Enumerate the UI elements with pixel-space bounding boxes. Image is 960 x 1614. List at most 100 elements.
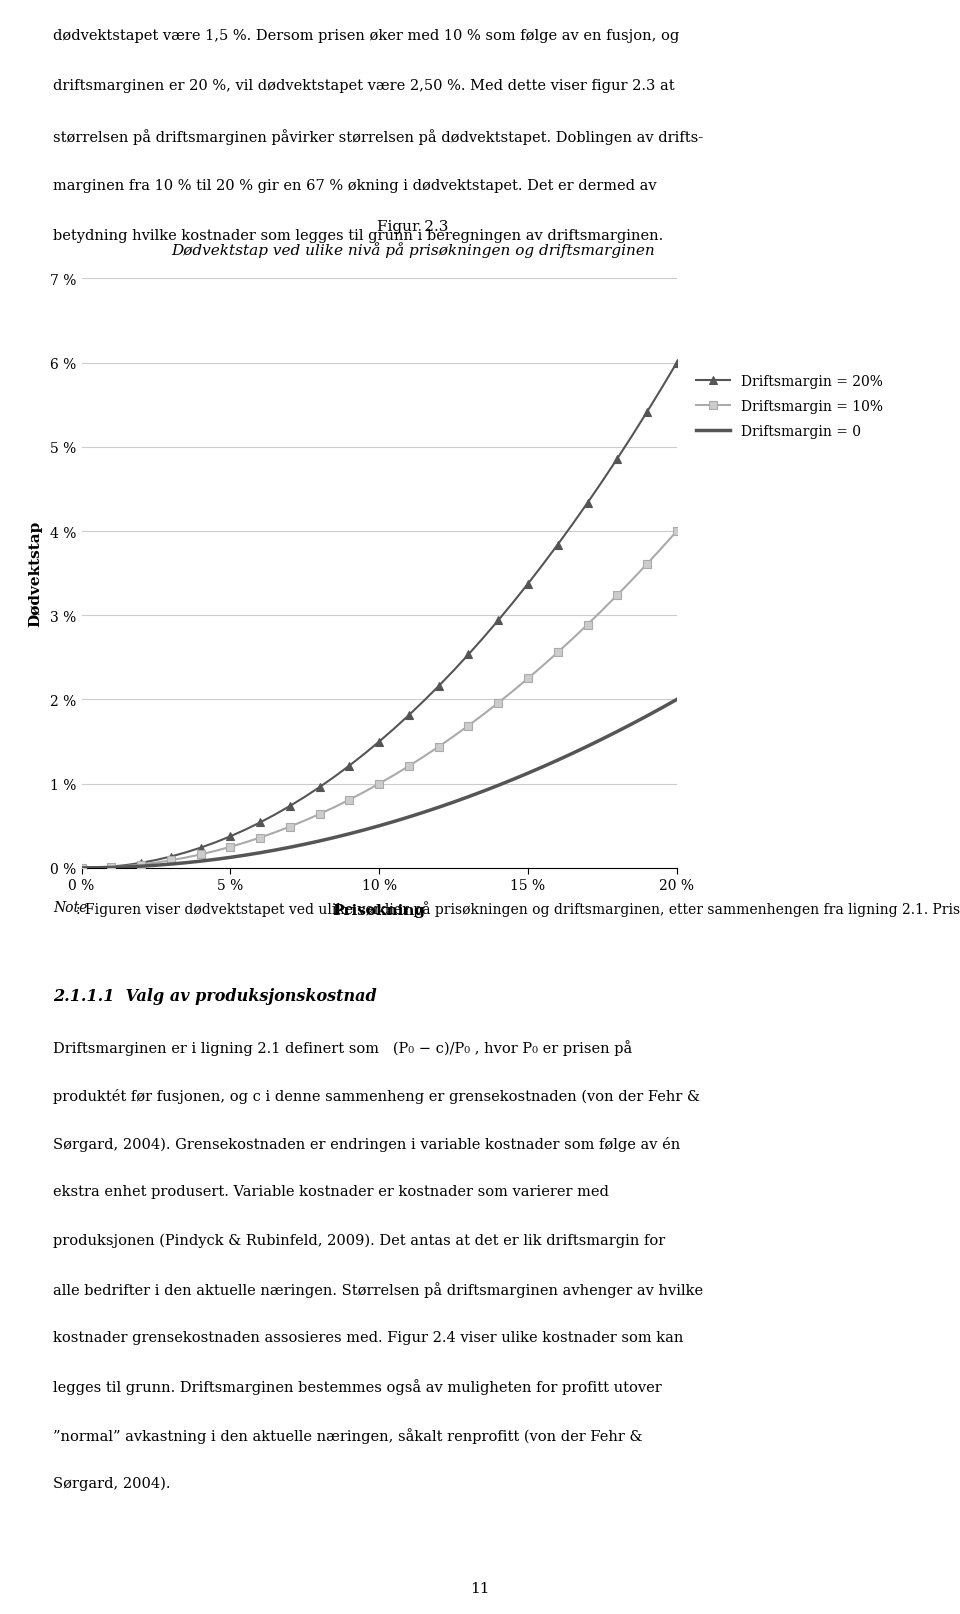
Driftsmargin = 0 (478, 781, 490, 801)
Legend: Driftsmargin = 20%, Driftsmargin = 10%, Driftsmargin = 0: Driftsmargin = 20%, Driftsmargin = 10%, … (696, 374, 883, 439)
Driftsmargin = 10% (492, 694, 504, 713)
Text: Note: Note (53, 901, 87, 915)
Driftsmargin = 10% (418, 747, 429, 767)
Driftsmargin = 10% (344, 791, 355, 810)
Driftsmargin = 10% (566, 629, 578, 649)
Driftsmargin = 20% (239, 820, 251, 839)
Text: ”normal” avkastning i den aktuelle næringen, såkalt renprofitt (von der Fehr &: ”normal” avkastning i den aktuelle nærin… (53, 1427, 642, 1443)
Driftsmargin = 20% (463, 646, 474, 665)
Text: dødvektstapet være 1,5 %. Dersom prisen øker med 10 % som følge av en fusjon, og: dødvektstapet være 1,5 %. Dersom prisen … (53, 29, 679, 44)
Driftsmargin = 0 (373, 817, 385, 836)
Text: driftsmarginen er 20 %, vil dødvektstapet være 2,50 %. Med dette viser figur 2.3: driftsmarginen er 20 %, vil dødvektstape… (53, 79, 675, 94)
Driftsmargin = 0 (76, 859, 87, 878)
Driftsmargin = 0 (269, 841, 280, 860)
Driftsmargin = 10% (314, 805, 325, 825)
Text: 11: 11 (470, 1580, 490, 1595)
Driftsmargin = 0 (165, 855, 177, 875)
Driftsmargin = 20% (671, 353, 683, 373)
Driftsmargin = 0 (507, 770, 518, 789)
Driftsmargin = 20% (537, 555, 548, 575)
Driftsmargin = 20% (522, 575, 534, 594)
Driftsmargin = 0 (106, 859, 117, 878)
Driftsmargin = 0 (90, 859, 103, 878)
Driftsmargin = 10% (299, 812, 310, 831)
Driftsmargin = 10% (90, 859, 103, 878)
Driftsmargin = 20% (433, 676, 444, 696)
Driftsmargin = 10% (269, 823, 280, 843)
Driftsmargin = 10% (373, 775, 385, 794)
Driftsmargin = 0 (447, 792, 459, 812)
Driftsmargin = 0 (463, 788, 474, 807)
Driftsmargin = 20% (447, 662, 459, 681)
Driftsmargin = 10% (180, 849, 191, 868)
Driftsmargin = 20% (328, 767, 340, 786)
Text: produktét før fusjonen, og c i denne sammenheng er grensekostnaden (von der Fehr: produktét før fusjonen, og c i denne sam… (53, 1088, 700, 1102)
Driftsmargin = 0 (657, 699, 668, 718)
Driftsmargin = 10% (239, 833, 251, 852)
Driftsmargin = 10% (388, 767, 399, 786)
Driftsmargin = 0 (492, 776, 504, 796)
Driftsmargin = 20% (492, 612, 504, 631)
Driftsmargin = 0 (225, 847, 236, 867)
Driftsmargin = 10% (552, 644, 564, 663)
Driftsmargin = 10% (612, 586, 623, 605)
Driftsmargin = 0 (180, 854, 191, 873)
Driftsmargin = 20% (150, 851, 161, 870)
Driftsmargin = 20% (641, 404, 653, 423)
Driftsmargin = 20% (90, 859, 103, 878)
Driftsmargin = 0 (209, 851, 221, 870)
Driftsmargin = 0 (552, 751, 564, 770)
Driftsmargin = 0 (612, 723, 623, 742)
Driftsmargin = 10% (76, 859, 87, 878)
Driftsmargin = 10% (582, 615, 593, 634)
Text: ekstra enhet produsert. Variable kostnader er kostnader som varierer med: ekstra enhet produsert. Variable kostnad… (53, 1185, 609, 1199)
Driftsmargin = 20% (225, 826, 236, 846)
Driftsmargin = 10% (522, 670, 534, 689)
Driftsmargin = 10% (135, 855, 147, 875)
Text: Dødvektstap ved ulike nivå på prisøkningen og driftsmarginen: Dødvektstap ved ulike nivå på prisøkning… (171, 242, 655, 258)
Driftsmargin = 0 (344, 825, 355, 844)
Text: kostnader grensekostnaden assosieres med. Figur 2.4 viser ulike kostnader som ka: kostnader grensekostnaden assosieres med… (53, 1330, 684, 1344)
Driftsmargin = 20% (135, 854, 147, 873)
Driftsmargin = 10% (195, 846, 206, 865)
Driftsmargin = 10% (596, 600, 609, 620)
Text: : Figuren viser dødvektstapet ved ulike verdier på prisøkningen og driftsmargine: : Figuren viser dødvektstapet ved ulike … (76, 901, 960, 917)
Driftsmargin = 20% (552, 536, 564, 555)
Driftsmargin = 20% (657, 379, 668, 399)
Driftsmargin = 0 (671, 691, 683, 710)
Text: betydning hvilke kostnader som legges til grunn i beregningen av driftsmarginen.: betydning hvilke kostnader som legges ti… (53, 229, 663, 244)
Driftsmargin = 10% (403, 757, 415, 776)
Driftsmargin = 20% (582, 494, 593, 513)
Driftsmargin = 10% (150, 854, 161, 873)
Text: Figur 2.3: Figur 2.3 (377, 220, 448, 234)
Driftsmargin = 10% (433, 738, 444, 757)
Driftsmargin = 0 (359, 820, 371, 839)
Driftsmargin = 20% (209, 833, 221, 852)
Driftsmargin = 0 (135, 857, 147, 876)
Driftsmargin = 10% (284, 817, 296, 836)
Driftsmargin = 10% (328, 797, 340, 817)
Driftsmargin = 10% (641, 555, 653, 575)
Driftsmargin = 20% (76, 859, 87, 878)
Driftsmargin = 10% (507, 681, 518, 700)
Driftsmargin = 10% (121, 857, 132, 876)
Y-axis label: Dødvektstap: Dødvektstap (28, 521, 42, 626)
Driftsmargin = 20% (626, 426, 637, 445)
Driftsmargin = 10% (165, 851, 177, 870)
Driftsmargin = 0 (239, 846, 251, 865)
Driftsmargin = 0 (537, 757, 548, 776)
Driftsmargin = 10% (537, 657, 548, 676)
Driftsmargin = 0 (388, 812, 399, 831)
Driftsmargin = 0 (596, 730, 609, 749)
Driftsmargin = 20% (254, 813, 266, 833)
Driftsmargin = 20% (284, 797, 296, 817)
Text: marginen fra 10 % til 20 % gir en 67 % økning i dødvektstapet. Det er dermed av: marginen fra 10 % til 20 % gir en 67 % ø… (53, 179, 657, 194)
Driftsmargin = 10% (359, 783, 371, 802)
Driftsmargin = 20% (344, 757, 355, 776)
Driftsmargin = 10% (254, 828, 266, 847)
Text: Driftsmarginen er i ligning 2.1 definert som   (P₀ − c)/P₀ , hvor P₀ er prisen p: Driftsmarginen er i ligning 2.1 definert… (53, 1039, 632, 1056)
Driftsmargin = 20% (373, 733, 385, 752)
Driftsmargin = 0 (418, 804, 429, 823)
Driftsmargin = 20% (269, 805, 280, 825)
Driftsmargin = 0 (522, 763, 534, 783)
